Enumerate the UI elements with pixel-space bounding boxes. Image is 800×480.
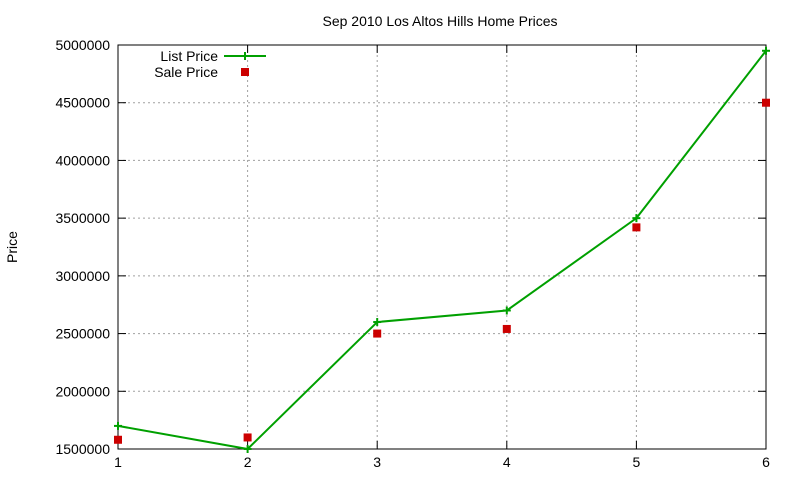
- y-tick-label: 4500000: [55, 95, 110, 111]
- series-layer: [114, 46, 770, 453]
- list-price-line: [117, 50, 767, 451]
- grid: [118, 45, 766, 449]
- y-tick-label: 2000000: [55, 383, 110, 399]
- list-price-point: [632, 214, 641, 223]
- sale-price-point: [243, 433, 252, 442]
- legend-label: List Price: [160, 48, 218, 64]
- list-price-point: [502, 306, 511, 315]
- series-1: [114, 98, 770, 444]
- y-tick-label: 1500000: [55, 441, 110, 457]
- y-tick-label: 3500000: [55, 210, 110, 226]
- y-tick-label: 5000000: [55, 37, 110, 53]
- list-price-point: [114, 421, 122, 430]
- list-price-point: [373, 318, 382, 327]
- sale-price-point: [632, 223, 641, 232]
- y-axis-label: Price: [4, 231, 20, 263]
- list-price-point: [243, 445, 252, 453]
- sale-price-point: [114, 435, 122, 444]
- sale-price-point: [762, 98, 770, 107]
- series-0: [114, 46, 770, 453]
- x-tick-label: 5: [633, 454, 641, 470]
- axis-ticks: 1500000 2000000 2500000 3000000 3500000 40000…: [55, 37, 770, 470]
- y-tick-label: 4000000: [55, 152, 110, 168]
- x-tick-label: 4: [503, 454, 511, 470]
- legend-label: Sale Price: [154, 64, 218, 80]
- x-tick-label: 2: [244, 454, 252, 470]
- chart-title: Sep 2010 Los Altos Hills Home Prices: [323, 13, 558, 29]
- y-tick-label: 2500000: [55, 326, 110, 342]
- list-price-point: [762, 46, 770, 55]
- x-tick-label: 1: [114, 454, 122, 470]
- plot-frame: [117, 44, 767, 450]
- y-tick-label: 3000000: [55, 268, 110, 284]
- x-tick-label: 3: [373, 454, 381, 470]
- x-tick-label: 6: [762, 454, 770, 470]
- legend-plus-swatch: [241, 52, 249, 60]
- sale-price-point: [373, 329, 382, 338]
- sale-price-point: [502, 324, 511, 333]
- legend-square-swatch: [241, 68, 249, 76]
